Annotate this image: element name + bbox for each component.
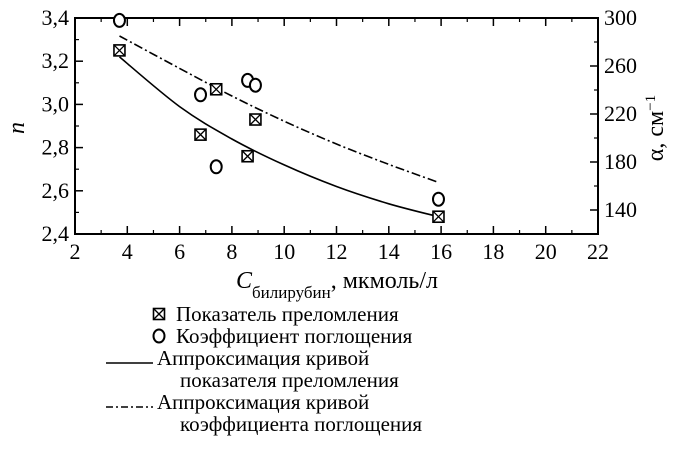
- absorption-fit-curve: [119, 35, 439, 184]
- axis-ticks: [74, 17, 599, 235]
- plot-frame: [74, 17, 599, 235]
- y-right-tick-label: 260: [604, 53, 637, 78]
- y-left-axis-title: n: [4, 122, 30, 134]
- refraction-fit-curve: [118, 56, 439, 218]
- refraction-point-cross-b: [113, 44, 126, 57]
- x-tick-label: 20: [535, 239, 557, 264]
- y-left-tick-label: 2,8: [42, 135, 70, 160]
- legend-label-2-0: Аппроксимация кривой: [157, 346, 369, 370]
- refraction-point-cross-b: [249, 113, 262, 126]
- refraction-point: [113, 44, 126, 57]
- legend-marker-boxed-x: [152, 307, 166, 321]
- x-axis-title-subscript: билирубин: [252, 283, 331, 302]
- legend-label-1-0: Коэффициент поглощения: [176, 324, 413, 348]
- x-tick-label: 10: [273, 239, 295, 264]
- x-tick-label: 2: [70, 239, 81, 264]
- refraction-point: [241, 149, 254, 163]
- legend-label-3-1: коэффициента поглощения: [180, 412, 422, 436]
- refraction-point: [194, 128, 207, 141]
- y-right-tick-label: 140: [604, 197, 637, 222]
- x-tick-label: 14: [378, 239, 400, 264]
- y-right-axis-title-text: α, см: [643, 111, 669, 161]
- absorption-point: [431, 191, 445, 207]
- absorption-point: [209, 159, 223, 175]
- axis-tick-labels: 2 4 6 8 10 12 14 16 18 20 22 2,4 2,6 2,8 3,0 3,2 3,4 140 1…: [42, 5, 638, 264]
- x-axis-title: Cбилирубин, мкмоль/л: [236, 268, 438, 302]
- refraction-point-cross-b: [194, 128, 207, 141]
- x-axis-title-unit: , мкмоль/л: [331, 268, 438, 294]
- refraction-point: [249, 113, 262, 126]
- x-tick-label: 6: [174, 239, 185, 264]
- refraction-point: [209, 82, 223, 96]
- x-tick-label: 8: [226, 239, 237, 264]
- x-axis-title-symbol: C: [236, 268, 253, 294]
- refraction-point-cross-b: [210, 83, 223, 96]
- y-right-tick-label: 300: [604, 5, 637, 30]
- legend-label-2-1: показателя преломления: [180, 368, 399, 392]
- absorption-point: [112, 12, 126, 28]
- legend-marker-circle: [152, 328, 166, 344]
- absorption-point: [194, 87, 208, 103]
- fit-curves: [118, 35, 439, 218]
- data-points: [112, 12, 445, 224]
- y-left-tick-label: 3,0: [42, 91, 70, 116]
- y-right-tick-label: 220: [604, 101, 637, 126]
- legend-marker-boxed-x-cross-b: [153, 308, 165, 320]
- x-tick-label: 4: [122, 239, 133, 264]
- y-right-axis-title: α, см−1: [643, 95, 669, 161]
- x-tick-label: 18: [482, 239, 504, 264]
- y-left-tick-label: 2,6: [42, 178, 70, 203]
- absorption-point: [248, 77, 262, 93]
- x-tick-label: 22: [587, 239, 609, 264]
- legend-label-3-0: Аппроксимация кривой: [157, 390, 369, 414]
- legend-label-0-0: Показатель преломления: [176, 302, 399, 326]
- y-left-tick-label: 3,2: [42, 48, 70, 73]
- x-tick-label: 12: [326, 239, 348, 264]
- y-left-tick-label: 3,4: [42, 5, 70, 30]
- refraction-point-cross-b: [241, 150, 254, 163]
- x-tick-label: 16: [430, 239, 452, 264]
- y-left-tick-label: 2,4: [42, 221, 70, 246]
- refraction-point-cross-b: [432, 210, 445, 223]
- refraction-point: [432, 210, 445, 224]
- y-right-tick-label: 180: [604, 149, 637, 174]
- y-right-axis-title-exponent: −1: [643, 95, 659, 111]
